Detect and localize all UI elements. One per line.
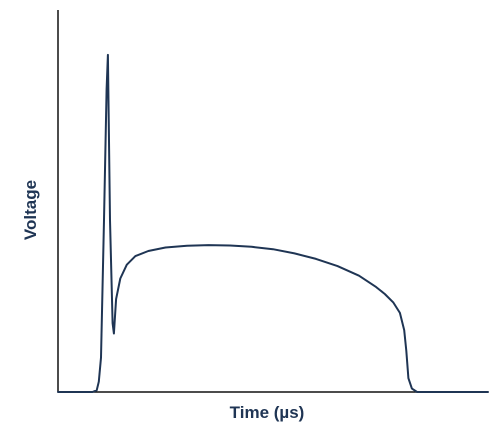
y-axis-label: Voltage	[21, 180, 40, 240]
x-axis-label: Time (µs)	[230, 403, 305, 422]
voltage-series-line	[57, 53, 489, 393]
